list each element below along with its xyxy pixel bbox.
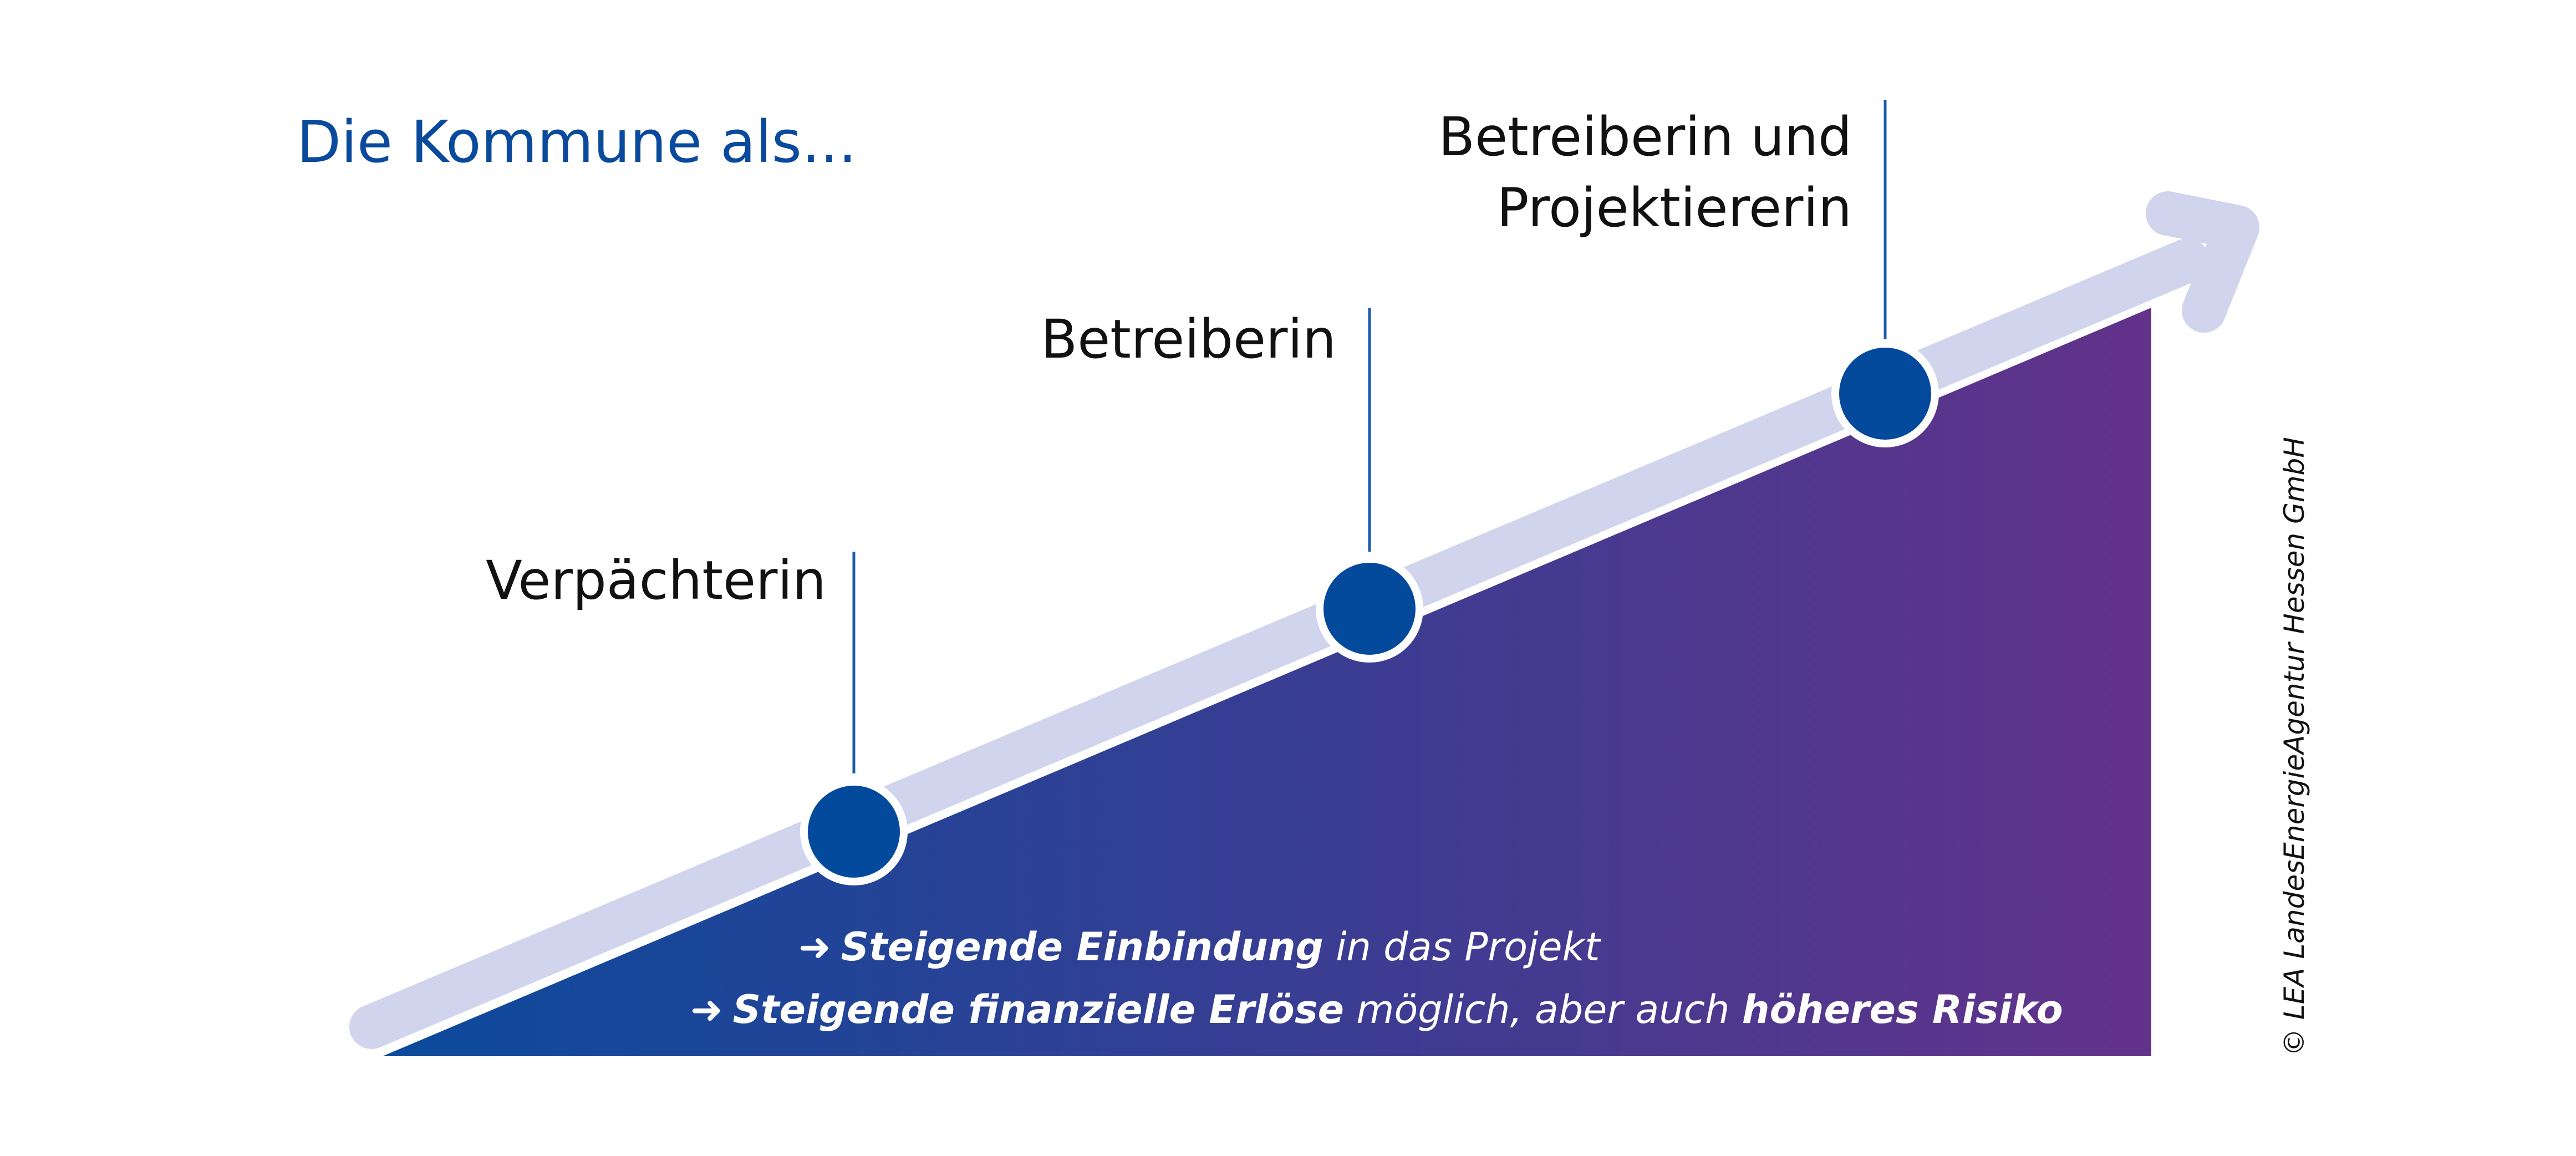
arrow-head: [2146, 191, 2259, 333]
stage-label-2: Betreiberin: [1041, 308, 1336, 370]
copyright-notice: © LEA LandesEnergieAgentur Hessen GmbH: [2278, 437, 2310, 1056]
bullet-2-bold: Steigende finanzielle Erlöse: [733, 987, 1344, 1032]
bullet-1-arrow-icon: ➜: [798, 924, 831, 970]
bullet-1-rest: in das Projekt: [1323, 924, 1601, 970]
stage-dot-1: [800, 778, 908, 885]
bullet-2-bold2: höheres Risiko: [1742, 987, 2063, 1032]
heading-title: Die Kommune als...: [297, 108, 857, 176]
bullet-line-1: ➜ Steigende Einbindung in das Projekt: [798, 924, 1601, 970]
bullet-2-arrow-icon: ➜: [690, 987, 723, 1032]
bullet-1-bold: Steigende Einbindung: [841, 924, 1323, 970]
stage-label-1: Verpächterin: [486, 549, 826, 612]
bullet-2-rest: möglich, aber auch: [1344, 987, 1742, 1032]
stage-dot-3: [1831, 340, 1939, 447]
stage-label-3-line1: Betreiberin und: [1438, 106, 1852, 168]
stage-label-3-line2: Projektiererin: [1497, 177, 1852, 239]
bullet-line-2: ➜ Steigende finanzielle Erlöse möglich, a…: [690, 987, 2063, 1032]
stage-dot-2: [1316, 555, 1423, 663]
